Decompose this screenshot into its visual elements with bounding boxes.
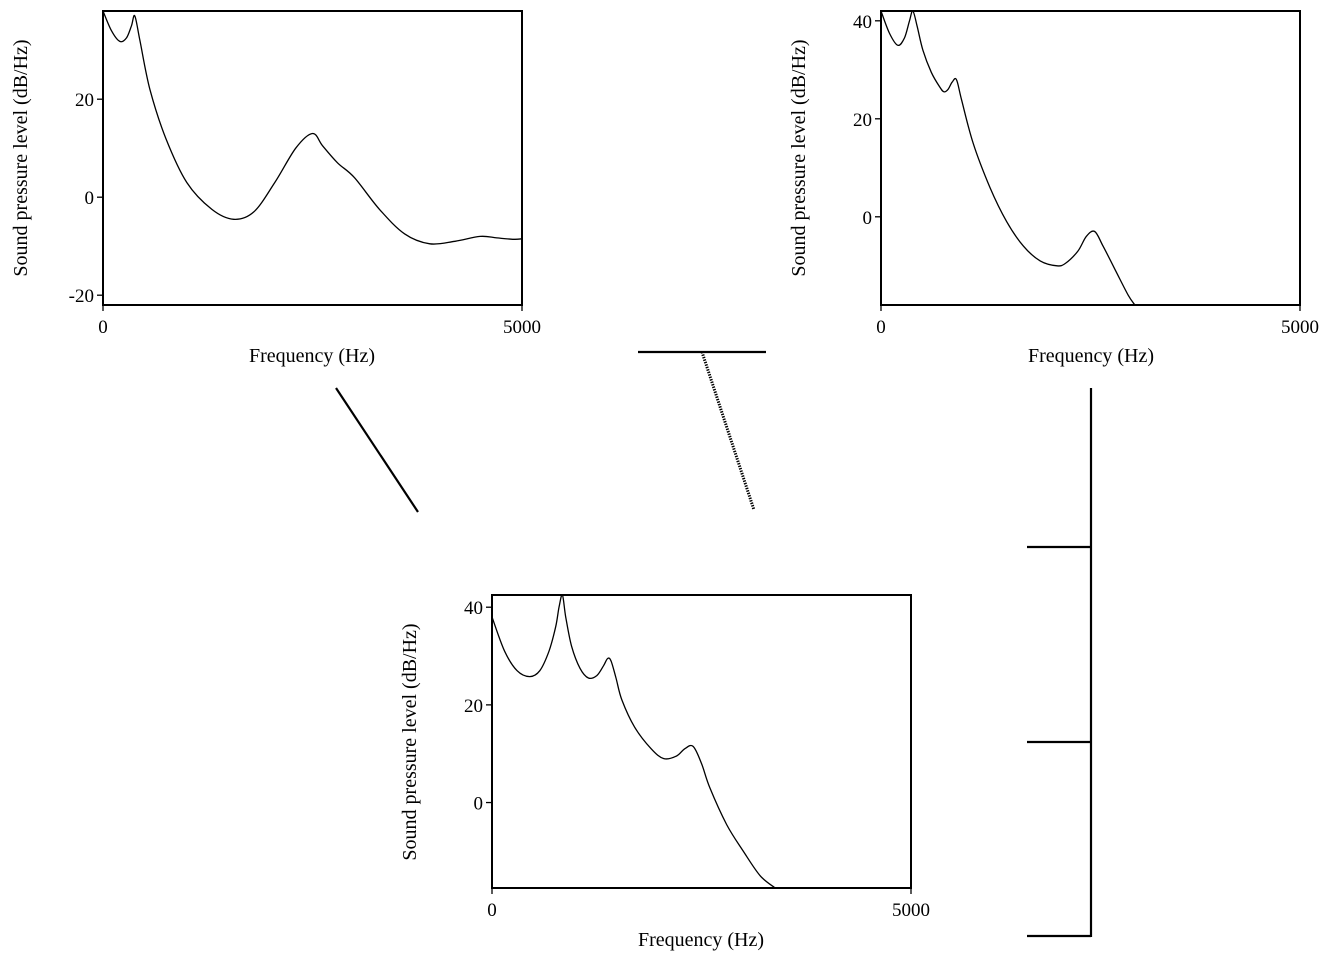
- x-axis-title: Frequency (Hz): [1028, 345, 1154, 367]
- series-line: [491, 594, 776, 889]
- connector-line-left: [335, 387, 419, 513]
- y-tick-label: 40: [853, 12, 872, 33]
- spectrum-plot-bottom: 0 20 40 0 5000 Frequency (Hz) Sound pressur…: [399, 594, 930, 951]
- x-tick-label: 0: [876, 317, 886, 338]
- x-axis-title: Frequency (Hz): [249, 345, 375, 367]
- x-ticks: 0 5000: [98, 305, 541, 338]
- y-tick-label: -20: [69, 286, 94, 307]
- x-tick-label: 5000: [1281, 317, 1319, 338]
- x-tick-label: 5000: [503, 317, 541, 338]
- x-tick-label: 0: [487, 900, 497, 921]
- y-axis-title: Sound pressure level (dB/Hz): [788, 39, 810, 276]
- plot-frame: [491, 594, 912, 889]
- y-axis-title: Sound pressure level (dB/Hz): [10, 39, 32, 276]
- x-ticks: 0 5000: [487, 888, 930, 921]
- y-tick-label: 20: [464, 696, 483, 717]
- y-tick-label: 20: [853, 110, 872, 131]
- plot-frame: [880, 10, 1301, 306]
- x-tick-label: 0: [98, 317, 108, 338]
- right-bracket: [1027, 388, 1093, 938]
- y-ticks: 0 20 40: [853, 12, 881, 229]
- connector-line-dotted: [700, 351, 756, 511]
- y-tick-label: 0: [474, 794, 484, 815]
- x-tick-label: 5000: [892, 900, 930, 921]
- y-axis-title: Sound pressure level (dB/Hz): [399, 623, 421, 860]
- x-axis-title: Frequency (Hz): [638, 929, 764, 951]
- y-tick-label: 20: [75, 90, 94, 111]
- y-tick-label: 40: [464, 598, 483, 619]
- plot-frame: [102, 10, 523, 306]
- y-ticks: -20 0 20: [69, 90, 103, 307]
- y-tick-label: 0: [863, 208, 873, 229]
- series-line: [880, 10, 1136, 306]
- series-line: [102, 10, 523, 245]
- x-ticks: 0 5000: [876, 305, 1319, 338]
- spectrum-plot-top-right: 0 20 40 0 5000 Frequency (Hz) Sound pressur…: [788, 10, 1319, 367]
- y-tick-label: 0: [85, 188, 95, 209]
- y-ticks: 0 20 40: [464, 598, 492, 815]
